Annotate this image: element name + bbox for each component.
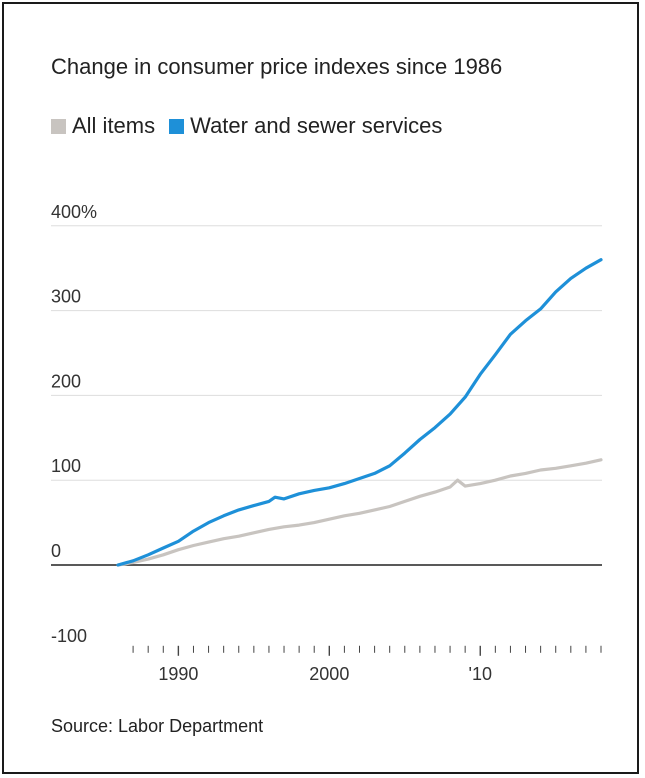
y-tick-label-0: 400% [51,202,97,222]
legend-item-water-sewer: Water and sewer services [169,113,442,139]
legend-label-all-items: All items [72,113,156,138]
y-tick-label-3: 100 [51,456,81,476]
y-tick-label-5: -100 [51,626,87,646]
legend-label-water-sewer: Water and sewer services [190,113,443,138]
source-note: Source: Labor Department [51,716,264,736]
chart-frame [2,2,639,774]
x-tick-label-0: 1990 [158,664,198,684]
series-line-water-sewer [116,258,603,567]
series-line-all-items [116,458,603,567]
x-tick-label-1: 2000 [309,664,349,684]
y-tick-label-4: 0 [51,541,61,561]
chart-legend: All items Water and sewer services [51,113,456,139]
y-tick-label-2: 200 [51,371,81,391]
chart-title: Change in consumer price indexes since 1… [51,54,503,79]
legend-swatch-all-items [51,118,66,134]
legend-item-all-items: All items [51,113,155,139]
x-tick-label-2: '10 [469,664,492,684]
y-tick-label-1: 300 [51,287,81,307]
legend-swatch-water-sewer [169,118,185,134]
